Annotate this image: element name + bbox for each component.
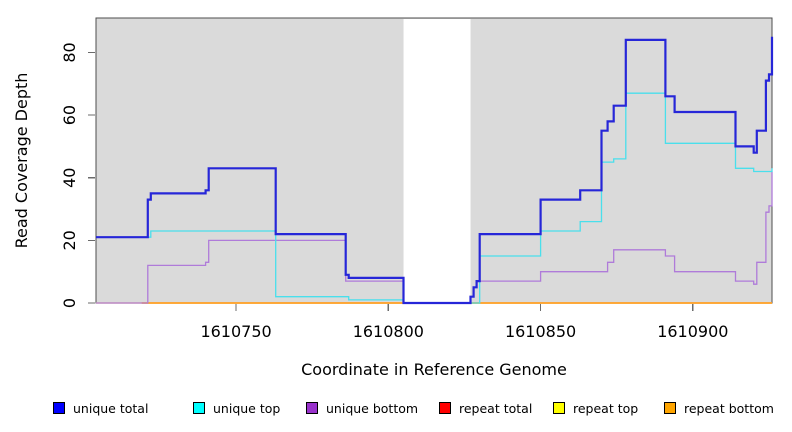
legend-label: unique total [73,400,149,416]
legend-item-repeat-top: repeat top [553,399,638,417]
legend-swatch [306,402,318,414]
legend-item-repeat-bottom: repeat bottom [664,399,774,417]
legend-item-unique-top: unique top [193,399,280,417]
legend-swatch [193,402,205,414]
legend-item-repeat-total: repeat total [439,399,532,417]
masked-region [403,19,471,305]
legend-label: repeat bottom [684,400,774,416]
series-unique-top [96,92,773,304]
series-unique-total [96,36,774,305]
x-tick-label: 1610850 [505,322,576,341]
legend-label: unique top [213,400,281,416]
legend-item-unique-total: unique total [53,399,148,417]
legend: unique total unique top unique bottom repea… [0,399,792,419]
legend-swatch [553,402,565,414]
legend-item-unique-bottom: unique bottom [306,399,418,417]
legend-swatch [439,402,451,414]
x-tick-label: 1610750 [200,322,271,341]
series-unique-bottom [96,171,773,304]
legend-label: repeat total [459,400,533,416]
y-tick-label: 0 [60,298,79,308]
x-axis-title: Coordinate in Reference Genome [301,360,567,379]
legend-swatch [53,402,65,414]
y-tick-label: 40 [60,168,79,188]
legend-swatch [664,402,676,414]
legend-label: unique bottom [326,400,419,416]
y-tick-label: 80 [60,42,79,62]
y-tick-label: 60 [60,105,79,125]
x-tick-label: 1610800 [353,322,424,341]
y-tick-label: 20 [60,230,79,250]
y-axis-title: Read Coverage Depth [12,73,31,249]
x-tick-label: 1610900 [657,322,728,341]
legend-label: repeat top [573,400,639,416]
